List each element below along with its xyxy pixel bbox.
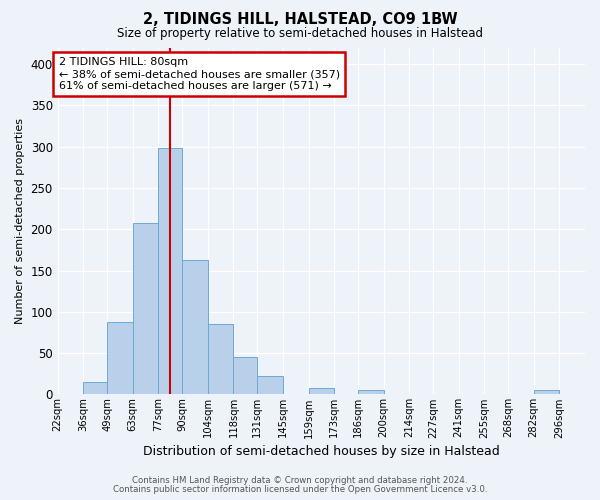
- Bar: [182, 260, 208, 394]
- Bar: [358, 390, 383, 394]
- Bar: [233, 357, 257, 395]
- Text: Contains public sector information licensed under the Open Government Licence v3: Contains public sector information licen…: [113, 485, 487, 494]
- Text: Size of property relative to semi-detached houses in Halstead: Size of property relative to semi-detach…: [117, 28, 483, 40]
- Bar: [534, 390, 559, 394]
- Text: Contains HM Land Registry data © Crown copyright and database right 2024.: Contains HM Land Registry data © Crown c…: [132, 476, 468, 485]
- Bar: [257, 376, 283, 394]
- Bar: [107, 322, 133, 394]
- Text: 2, TIDINGS HILL, HALSTEAD, CO9 1BW: 2, TIDINGS HILL, HALSTEAD, CO9 1BW: [143, 12, 457, 28]
- Bar: [158, 148, 182, 394]
- Bar: [133, 222, 158, 394]
- Bar: [308, 388, 334, 394]
- Y-axis label: Number of semi-detached properties: Number of semi-detached properties: [15, 118, 25, 324]
- Bar: [83, 382, 107, 394]
- Text: 2 TIDINGS HILL: 80sqm
← 38% of semi-detached houses are smaller (357)
61% of sem: 2 TIDINGS HILL: 80sqm ← 38% of semi-deta…: [59, 58, 340, 90]
- Bar: [208, 324, 233, 394]
- X-axis label: Distribution of semi-detached houses by size in Halstead: Distribution of semi-detached houses by …: [143, 444, 500, 458]
